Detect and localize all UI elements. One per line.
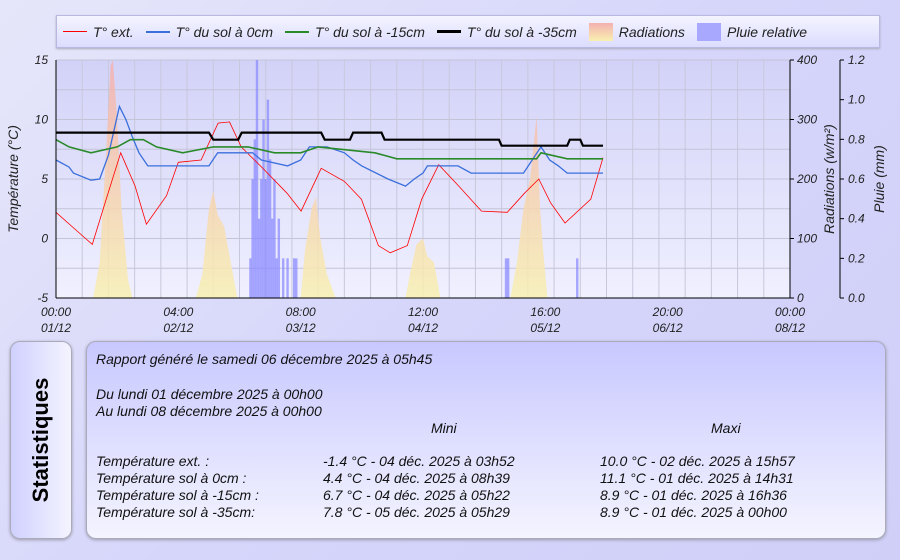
col-min-header: Mini bbox=[431, 420, 457, 436]
col-max-header: Maxi bbox=[711, 420, 741, 436]
y-tick-label-rain: 0.6 bbox=[848, 172, 865, 186]
x-tick-date: 08/12 bbox=[775, 321, 805, 335]
stat-max: 8.9 °C - 01 déc. 2025 à 00h00 bbox=[600, 504, 787, 520]
legend-label: T° du sol à 0cm bbox=[175, 23, 274, 40]
rain-bar bbox=[264, 179, 267, 298]
stat-label: Température ext. : bbox=[96, 453, 210, 469]
y-tick-label-left: -5 bbox=[37, 291, 48, 305]
x-tick-date: 04/12 bbox=[408, 321, 438, 335]
temp-ext-line bbox=[55, 121, 604, 254]
y-tick-label-rain: 1.0 bbox=[848, 93, 865, 107]
stat-max: 10.0 °C - 02 déc. 2025 à 15h57 bbox=[600, 453, 795, 469]
x-tick-time: 04:00 bbox=[163, 305, 193, 319]
x-tick-time: 12:00 bbox=[408, 305, 438, 319]
stat-label: Température sol à 0cm : bbox=[96, 470, 247, 486]
rain-bar bbox=[295, 258, 298, 298]
statistics-title: Statistiques bbox=[28, 377, 53, 503]
y-axis-label-left: Température (°C) bbox=[5, 125, 21, 233]
rain-bar bbox=[260, 179, 263, 298]
stat-min: 4.4 °C - 04 déc. 2025 à 08h39 bbox=[323, 470, 510, 486]
rain-bar bbox=[504, 258, 508, 298]
soil-35cm-line bbox=[56, 131, 603, 147]
y-tick-label-radiation: 0 bbox=[797, 291, 804, 305]
rain-bar bbox=[292, 258, 296, 298]
x-tick-date: 03/12 bbox=[286, 321, 316, 335]
y-tick-label-left: 10 bbox=[35, 113, 49, 127]
x-tick-time: 20:00 bbox=[652, 305, 683, 319]
x-tick-date: 01/12 bbox=[41, 321, 71, 335]
rain-bar bbox=[576, 258, 579, 298]
y-tick-label-radiation: 200 bbox=[796, 172, 817, 186]
legend-item-text: T° ext. bbox=[63, 24, 134, 40]
legend-item-rain: Pluie relative bbox=[696, 22, 808, 41]
x-tick-time: 00:00 bbox=[41, 305, 71, 319]
rain-bar bbox=[268, 159, 272, 298]
rain-bar bbox=[281, 258, 285, 298]
stat-min: 7.8 °C - 05 déc. 2025 à 05h29 bbox=[323, 504, 510, 520]
chart: -5 0 5 10 15 0 100 200 300 400 0.0 0.2 0.4 0.6 0.8 1.0 1… bbox=[5, 53, 887, 335]
y-axis-label-rain: Pluie (mm) bbox=[871, 145, 887, 213]
legend-label: T° du sol à -15cm bbox=[315, 23, 425, 40]
chart-legend: T° ext. T° du sol à 0cm T° du sol à -15c… bbox=[56, 15, 880, 48]
x-tick-date: 05/12 bbox=[530, 321, 560, 335]
rain-bar bbox=[275, 258, 278, 298]
rain-bar bbox=[286, 258, 289, 298]
legend-label: T° du sol à -35cm bbox=[466, 23, 577, 40]
report-generated: Rapport généré le samedi 06 décembre 202… bbox=[96, 351, 433, 367]
y-tick-label-radiation: 300 bbox=[797, 113, 817, 127]
statistics-tab: Statistiques bbox=[10, 341, 72, 539]
rain-bar bbox=[271, 218, 274, 298]
stat-min: -1.4 °C - 04 déc. 2025 à 03h52 bbox=[323, 453, 515, 469]
period-from: Du lundi 01 décembre 2025 à 00h00 bbox=[96, 386, 323, 402]
y-tick-label-left: 5 bbox=[41, 172, 48, 186]
rain-bar bbox=[253, 139, 256, 298]
legend-label: Pluie relative bbox=[726, 23, 808, 40]
legend-item-t35: T° du sol à -35cm bbox=[436, 23, 577, 40]
legend-label: Radiations bbox=[618, 23, 685, 40]
rain-bar bbox=[255, 60, 259, 298]
rain-bar bbox=[251, 179, 254, 298]
rain-bar bbox=[257, 218, 261, 298]
x-tick-time: 00:00 bbox=[775, 305, 805, 319]
x-tick-time: 16:00 bbox=[530, 305, 560, 319]
y-tick-label-rain: 0.8 bbox=[848, 132, 865, 146]
y-tick-label-radiation: 400 bbox=[797, 53, 817, 67]
y-tick-label-rain: 0.2 bbox=[848, 251, 865, 265]
y-tick-label-radiation: 100 bbox=[797, 232, 817, 246]
y-tick-label-rain: 1.2 bbox=[848, 53, 865, 67]
legend-item-t15: T° du sol à -15cm bbox=[285, 24, 425, 40]
y-tick-label-left: 0 bbox=[41, 232, 48, 246]
legend-label: T° ext. bbox=[93, 23, 134, 40]
x-tick-date: 02/12 bbox=[163, 321, 193, 335]
period-to: Au lundi 08 décembre 2025 à 00h00 bbox=[96, 403, 322, 419]
rain-bar bbox=[506, 258, 510, 298]
stat-max: 8.9 °C - 01 déc. 2025 à 16h36 bbox=[600, 487, 787, 503]
statistics-panel: Rapport généré le samedi 06 décembre 202… bbox=[86, 341, 886, 539]
y-tick-label-rain: 0.0 bbox=[848, 291, 865, 305]
y-tick-label-rain: 0.4 bbox=[848, 212, 865, 226]
stat-label: Température sol à -15cm : bbox=[96, 487, 259, 503]
rain-bar bbox=[249, 258, 252, 298]
legend-item-t0: T° du sol à 0cm bbox=[145, 23, 274, 40]
x-tick-time: 08:00 bbox=[286, 305, 316, 319]
stat-max: 11.1 °C - 01 déc. 2025 à 14h31 bbox=[600, 470, 794, 486]
rain-bar bbox=[266, 99, 270, 299]
rain-bar bbox=[277, 218, 281, 298]
y-axis-label-radiation: Radiations (w/m²) bbox=[821, 124, 837, 234]
stat-min: 6.7 °C - 04 déc. 2025 à 05h22 bbox=[323, 487, 510, 503]
legend-item-radiation: Radiations bbox=[588, 22, 685, 41]
x-tick-date: 06/12 bbox=[653, 321, 683, 335]
soil-15cm-line bbox=[55, 138, 603, 160]
stat-label: Température sol à -35cm: bbox=[96, 504, 255, 520]
y-tick-label-left: 15 bbox=[35, 53, 49, 67]
rain-bar bbox=[262, 119, 265, 298]
radiation-area bbox=[56, 60, 790, 298]
rain-bar bbox=[273, 179, 276, 298]
